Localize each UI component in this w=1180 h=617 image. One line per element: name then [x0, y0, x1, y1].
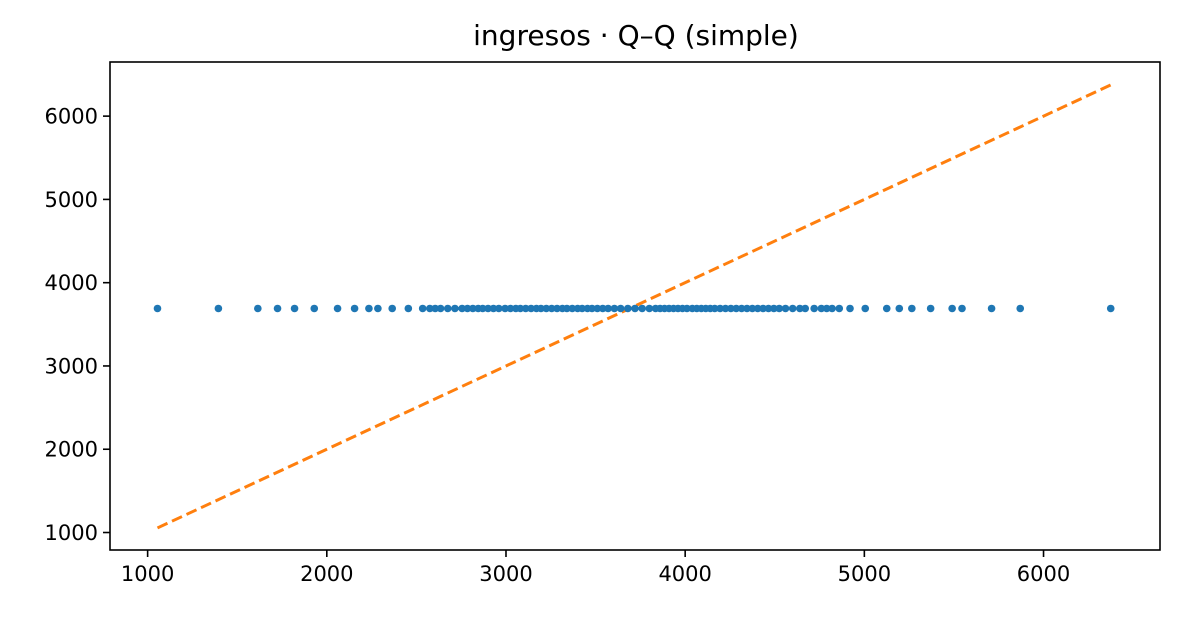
data-point	[710, 304, 719, 313]
data-point	[759, 304, 767, 313]
data-point	[254, 304, 262, 313]
data-point	[748, 304, 757, 313]
data-point	[542, 304, 551, 313]
data-point	[273, 304, 282, 313]
data-point	[781, 304, 790, 313]
data-point	[743, 304, 751, 313]
data-point	[987, 304, 996, 313]
data-point	[521, 304, 530, 313]
data-point	[926, 304, 935, 313]
data-point	[895, 304, 904, 313]
data-point	[568, 304, 577, 313]
data-point	[810, 304, 818, 313]
data-point	[404, 304, 413, 313]
data-point	[431, 304, 440, 313]
data-point	[828, 304, 836, 313]
data-point	[604, 304, 612, 313]
y-tick-label: 6000	[45, 105, 98, 129]
data-point	[478, 304, 487, 313]
data-point	[861, 304, 870, 313]
data-point	[796, 304, 804, 313]
data-point	[214, 304, 223, 313]
data-point	[365, 304, 373, 313]
data-point	[1106, 304, 1115, 313]
data-point	[716, 304, 724, 313]
data-point	[958, 304, 966, 313]
data-point	[908, 304, 916, 313]
data-point	[846, 304, 854, 313]
y-tick-label: 3000	[45, 354, 98, 378]
data-point	[501, 304, 509, 313]
data-point	[547, 304, 556, 313]
data-point	[788, 304, 797, 313]
data-point	[732, 304, 741, 313]
data-point	[469, 304, 477, 313]
data-point	[563, 304, 571, 313]
data-point	[310, 304, 319, 313]
data-point	[388, 304, 397, 313]
data-point	[775, 304, 784, 313]
data-point	[489, 304, 498, 313]
data-point	[727, 304, 735, 313]
data-point	[638, 304, 646, 313]
data-point	[527, 304, 535, 313]
x-tick-label: 5000	[838, 562, 891, 586]
data-point	[495, 304, 503, 313]
data-point	[333, 304, 342, 313]
data-point	[426, 304, 434, 313]
data-point	[484, 304, 492, 313]
data-point	[153, 304, 162, 313]
x-tick-label: 1000	[121, 562, 174, 586]
data-point	[822, 304, 831, 313]
x-tick-label: 2000	[300, 562, 353, 586]
x-tick-label: 3000	[479, 562, 532, 586]
points-layer	[153, 304, 1115, 313]
data-point	[506, 304, 515, 313]
data-point	[683, 304, 691, 313]
data-point	[737, 304, 746, 313]
data-point	[610, 304, 619, 313]
x-tick-label: 4000	[658, 562, 711, 586]
data-point	[764, 304, 773, 313]
data-point	[882, 304, 891, 313]
data-point	[645, 304, 654, 313]
data-point	[350, 304, 359, 313]
data-point	[290, 304, 299, 313]
data-point	[588, 304, 596, 313]
y-tick-label: 2000	[45, 438, 98, 462]
y-tick-label: 1000	[45, 521, 98, 545]
data-point	[418, 304, 427, 313]
data-point	[537, 304, 545, 313]
data-point	[817, 304, 826, 313]
chart-title: ingresos · Q–Q (simple)	[473, 19, 799, 52]
data-point	[801, 304, 810, 313]
data-point	[753, 304, 762, 313]
data-point	[553, 304, 561, 313]
data-point	[835, 304, 844, 313]
x-axis: 1000 2000 3000 4000 5000 6000	[121, 550, 1070, 586]
data-point	[598, 304, 607, 313]
data-point	[948, 304, 956, 313]
data-point	[451, 304, 459, 313]
data-point	[463, 304, 472, 313]
data-point	[770, 304, 778, 313]
data-point	[593, 304, 602, 313]
y-axis: 1000 2000 3000 4000 5000 6000	[45, 105, 110, 545]
data-point	[578, 304, 586, 313]
data-point	[616, 304, 625, 313]
y-tick-label: 4000	[45, 271, 98, 295]
plot-frame	[109, 61, 1161, 551]
x-tick-label: 6000	[1017, 562, 1070, 586]
data-point	[1016, 304, 1025, 313]
data-point	[624, 304, 632, 313]
data-point	[631, 304, 639, 313]
data-point	[436, 304, 445, 313]
data-point	[721, 304, 730, 313]
data-point	[458, 304, 466, 313]
data-point	[374, 304, 382, 313]
y-tick-label: 5000	[45, 188, 98, 212]
data-point	[516, 304, 525, 313]
data-point	[443, 304, 452, 313]
